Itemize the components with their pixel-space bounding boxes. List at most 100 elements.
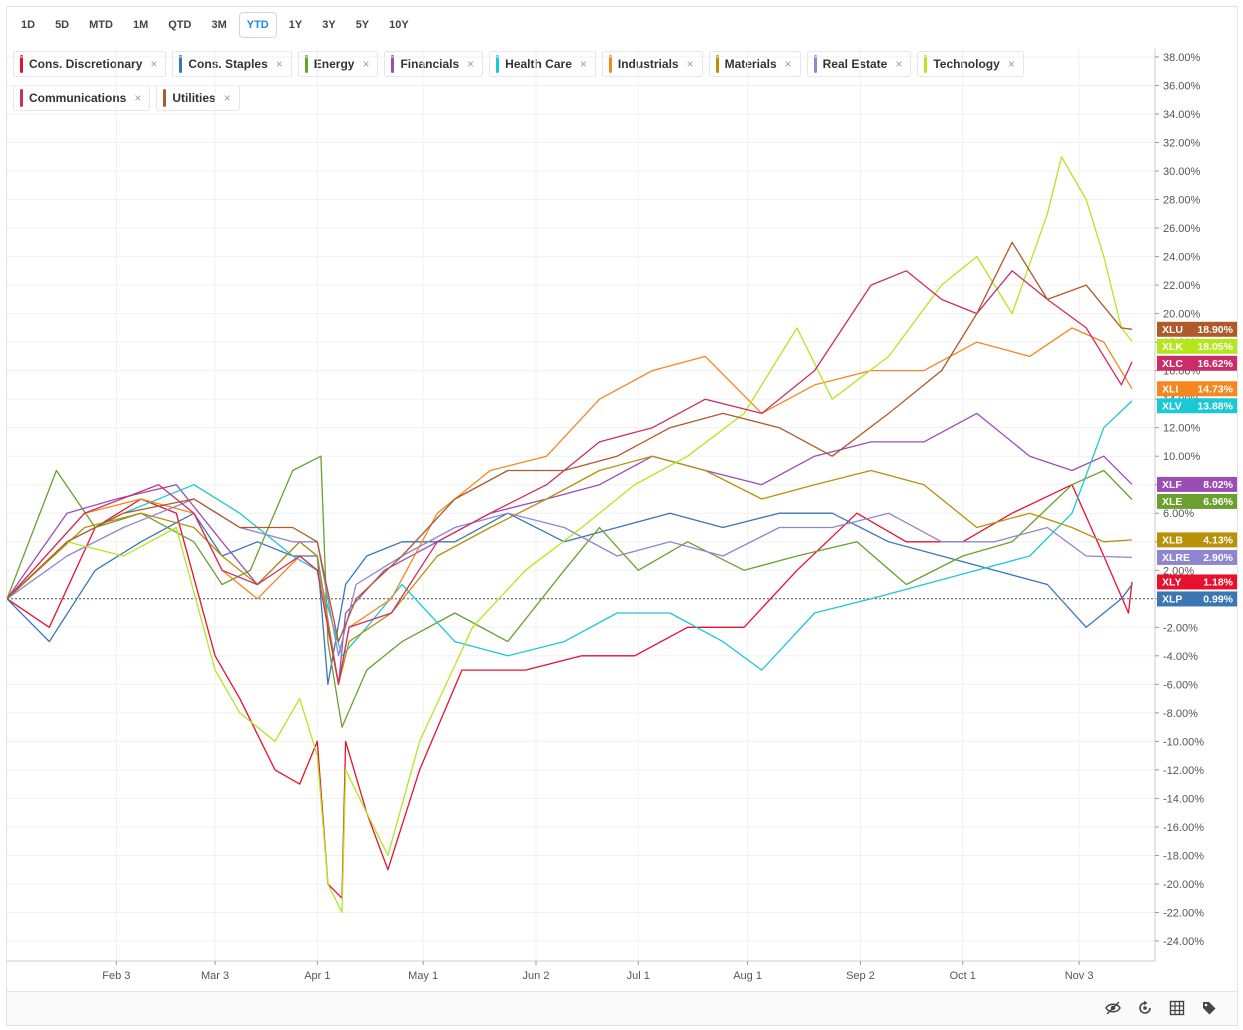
close-icon[interactable]: × (150, 57, 158, 71)
y-tick-label: -14.00% (1163, 793, 1204, 805)
series-line-xlb[interactable] (7, 455, 1133, 685)
end-label-box-xly (1157, 574, 1237, 590)
legend-chip-materials[interactable]: Materials × (708, 51, 801, 77)
end-label-value: 8.02% (1203, 479, 1233, 491)
range-button-10y[interactable]: 10Y (389, 19, 409, 31)
end-label-ticker: XLC (1162, 358, 1183, 370)
x-tick-label: Jul 1 (627, 970, 650, 982)
series-line-xlu[interactable] (7, 241, 1133, 643)
range-button-1m[interactable]: 1M (132, 19, 149, 31)
series-line-xlk[interactable] (7, 156, 1133, 914)
close-icon[interactable]: × (467, 57, 475, 71)
legend-chip-technology[interactable]: Technology × (917, 51, 1024, 77)
range-button-ytd[interactable]: YTD (238, 12, 277, 38)
range-button-3m[interactable]: 3M (211, 19, 227, 31)
series-line-xle[interactable] (7, 455, 1133, 728)
legend-chip-utilities[interactable]: Utilities × (156, 85, 240, 111)
legend-label: Cons. Staples (188, 57, 268, 71)
end-label-ticker: XLY (1162, 576, 1181, 588)
legend-chip-communications[interactable]: Communications × (13, 85, 151, 111)
y-tick-label: -22.00% (1163, 907, 1204, 919)
y-tick-label: -24.00% (1163, 936, 1204, 948)
end-label-ticker: XLRE (1162, 552, 1190, 564)
legend-swatch (179, 55, 183, 73)
legend-label: Utilities (172, 91, 216, 105)
legend-label: Health Care (505, 57, 572, 71)
y-tick-label: -10.00% (1163, 736, 1204, 748)
close-icon[interactable]: × (134, 91, 142, 105)
series-line-xlc[interactable] (7, 270, 1133, 685)
chart-toolbar (7, 991, 1237, 1025)
legend-chip-health-care[interactable]: Health Care × (489, 51, 596, 77)
y-tick-label: -2.00% (1163, 622, 1198, 634)
close-icon[interactable]: × (784, 57, 792, 71)
tag-icon[interactable] (1201, 1000, 1217, 1016)
end-label-value: 1.18% (1203, 576, 1233, 588)
range-button-1d[interactable]: 1D (21, 19, 36, 31)
close-icon[interactable]: × (895, 57, 903, 71)
range-selector: 1D 5D MTD 1M QTD 3M YTD 1Y 3Y 5Y 10Y (7, 7, 417, 43)
close-icon[interactable]: × (686, 57, 694, 71)
end-label-box-xlk (1157, 338, 1237, 354)
legend-label: Cons. Discretionary (29, 57, 143, 71)
range-button-mtd[interactable]: MTD (89, 19, 113, 31)
end-label-value: 6.96% (1203, 496, 1233, 508)
legend-chip-industrials[interactable]: Industrials × (601, 51, 703, 77)
y-tick-label: 28.00% (1163, 195, 1201, 207)
range-button-3y[interactable]: 3Y (322, 19, 336, 31)
series-line-xlp[interactable] (7, 512, 1133, 685)
legend-chip-energy[interactable]: Energy × (297, 51, 379, 77)
series-line-xlf[interactable] (7, 412, 1133, 685)
end-label-value: 4.13% (1203, 534, 1233, 546)
legend-chip-real-estate[interactable]: Real Estate × (806, 51, 912, 77)
range-button-qtd[interactable]: QTD (168, 19, 192, 31)
x-tick-label: Nov 3 (1065, 970, 1094, 982)
close-icon[interactable]: × (362, 57, 370, 71)
y-tick-label: 10.00% (1163, 451, 1201, 463)
range-button-5d[interactable]: 5D (55, 19, 70, 31)
legend-chip-cons-discretionary[interactable]: Cons. Discretionary × (13, 51, 167, 77)
series-line-xlv[interactable] (7, 400, 1133, 671)
legend-swatch (391, 55, 395, 73)
end-label-box-xli (1157, 381, 1237, 397)
close-icon[interactable]: × (223, 91, 231, 105)
end-label-ticker: XLU (1162, 324, 1183, 336)
grid-icon[interactable] (1169, 1000, 1185, 1016)
series-line-xli[interactable] (7, 327, 1133, 685)
end-label-box-xle (1157, 493, 1237, 509)
end-label-value: 18.05% (1197, 341, 1233, 353)
legend-swatch (20, 89, 23, 107)
y-tick-label: 6.00% (1163, 508, 1194, 520)
range-button-1y[interactable]: 1Y (288, 19, 303, 31)
legend-swatch (608, 55, 612, 73)
legend-chip-cons-staples[interactable]: Cons. Staples × (172, 51, 292, 77)
legend-swatch (304, 55, 308, 73)
line-chart: 38.00% 36.00% 34.00% 32.00% 30.00% 28.00% 26.0… (7, 49, 1237, 982)
y-tick-label: 38.00% (1163, 52, 1201, 64)
y-tick-label: -6.00% (1163, 679, 1198, 691)
end-label-ticker: XLK (1162, 341, 1183, 353)
hide-icon[interactable] (1105, 1000, 1121, 1016)
y-tick-label: -8.00% (1163, 708, 1198, 720)
close-icon[interactable]: × (1007, 57, 1015, 71)
close-icon[interactable]: × (275, 57, 283, 71)
end-label-ticker: XLI (1162, 383, 1178, 395)
range-button-5y[interactable]: 5Y (355, 19, 370, 31)
close-icon[interactable]: × (579, 57, 587, 71)
legend-chips: Cons. Discretionary × Cons. Staples × Energy… (13, 51, 1024, 119)
x-tick-label: Jun 2 (523, 970, 550, 982)
chart-widget: 1D 5D MTD 1M QTD 3M YTD 1Y 3Y 5Y 10Y Cons. Discret… (6, 6, 1238, 1026)
y-tick-label: 22.00% (1163, 280, 1201, 292)
legend-chip-financials[interactable]: Financials × (384, 51, 484, 77)
legend-swatch (496, 55, 500, 73)
legend-label: Energy (313, 57, 355, 71)
reset-icon[interactable] (1137, 1000, 1153, 1016)
series-line-xly[interactable] (7, 484, 1133, 899)
end-label-box-xlv (1157, 398, 1237, 414)
legend-swatch (163, 89, 167, 107)
y-tick-label: 24.00% (1163, 252, 1201, 264)
end-label-box-xlf (1157, 476, 1237, 492)
y-tick-label: 12.00% (1163, 423, 1201, 435)
x-tick-label: Mar 3 (201, 970, 229, 982)
y-tick-label: -16.00% (1163, 822, 1204, 834)
